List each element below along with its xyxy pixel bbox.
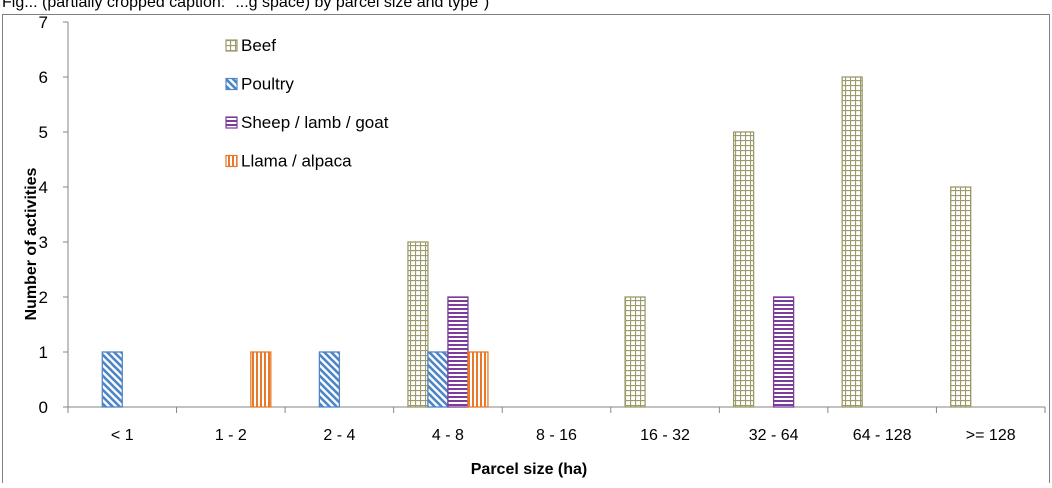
bar-llama-alpaca — [467, 351, 489, 408]
y-tick-label: 7 — [39, 13, 48, 32]
y-tick-label: 4 — [39, 178, 48, 197]
bar-poultry — [101, 351, 123, 408]
y-tick-label: 0 — [39, 398, 48, 417]
x-tick-labels: < 1 1 - 2 2 - 4 4 - 8 8 - 16 16 - 32 32 - 64 64… — [111, 427, 1016, 444]
y-tick-label: 2 — [39, 288, 48, 307]
x-tick-label: < 1 — [111, 427, 134, 444]
x-axis-title: Parcel size (ha) — [471, 461, 588, 478]
bar-llama-alpaca — [250, 351, 272, 408]
legend-swatch-sheep-lamb-goat — [225, 116, 238, 129]
figure-title: Fig... (partially cropped caption: "...g… — [2, 0, 490, 11]
legend-swatch-llama-alpaca — [225, 154, 238, 168]
y-tick-labels: 0 1 2 3 4 5 6 7 — [39, 13, 48, 417]
bars — [101, 76, 972, 408]
legend-swatch-beef — [225, 39, 238, 52]
axis-ticks — [63, 21, 1046, 413]
bar-beef — [732, 131, 755, 408]
x-tick-label: 16 - 32 — [640, 427, 690, 444]
bar-beef — [624, 296, 646, 408]
chart-border — [2, 14, 1050, 485]
y-tick-label: 6 — [39, 68, 48, 87]
legend-label-poultry: Poultry — [241, 75, 294, 94]
x-tick-label: 1 - 2 — [215, 427, 247, 444]
x-tick-label: 4 - 8 — [432, 427, 464, 444]
bar-sheep-lamb-goat — [447, 296, 469, 408]
y-tick-label: 3 — [39, 233, 48, 252]
x-tick-label: >= 128 — [966, 427, 1016, 444]
x-tick-label: 64 - 128 — [853, 427, 912, 444]
y-tick-label: 1 — [39, 343, 48, 362]
legend-label-sheep-lamb-goat: Sheep / lamb / goat — [241, 113, 389, 132]
y-axis-title: Number of activities — [23, 167, 40, 320]
bar-beef — [841, 76, 863, 408]
bar-beef — [950, 186, 972, 408]
legend-label-llama-alpaca: Llama / alpaca — [241, 152, 352, 171]
bar-beef — [407, 241, 429, 408]
bar-poultry — [427, 351, 449, 408]
legend: Beef Poultry Sheep / lamb / goat Llama / al… — [225, 36, 389, 171]
y-tick-label: 5 — [39, 123, 48, 142]
bar-sheep-lamb-goat — [772, 296, 795, 408]
x-tick-label: 32 - 64 — [749, 427, 799, 444]
legend-swatch-poultry — [225, 77, 238, 91]
bar-poultry — [318, 351, 341, 408]
x-tick-label: 8 - 16 — [536, 427, 577, 444]
x-tick-label: 2 - 4 — [323, 427, 355, 444]
legend-label-beef: Beef — [241, 36, 276, 55]
